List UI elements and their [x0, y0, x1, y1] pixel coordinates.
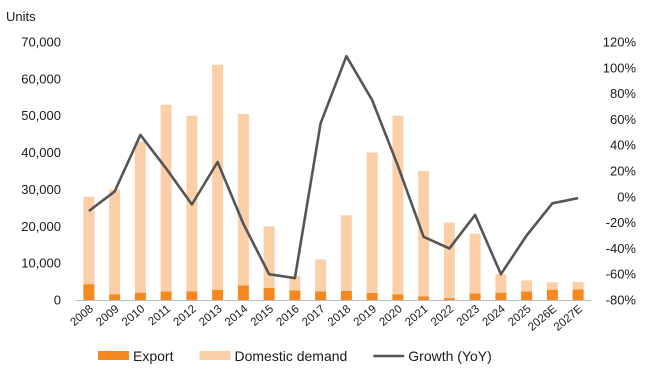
right-tick-label: 80% — [610, 86, 636, 101]
export-bar — [495, 292, 507, 300]
export-bar — [212, 289, 224, 300]
export-bar — [109, 294, 121, 300]
x-category-label: 2021 — [403, 303, 430, 329]
left-tick-label: 0 — [54, 293, 61, 308]
domestic-demand-bar — [495, 274, 507, 293]
export-bar — [572, 289, 584, 300]
x-category-label: 2018 — [326, 303, 353, 329]
right-tick-label: 0% — [617, 189, 636, 204]
domestic-demand-bar — [443, 222, 455, 299]
export-bar — [340, 290, 352, 300]
x-category-label: 2010 — [120, 303, 147, 329]
export-bar — [237, 285, 249, 300]
domestic-demand-bar — [263, 226, 275, 288]
export-bar — [263, 287, 275, 300]
x-category-label: 2023 — [455, 303, 482, 329]
x-category-label: 2027E — [552, 303, 585, 334]
domestic-demand-bar — [160, 104, 172, 292]
export-legend-swatch — [98, 351, 129, 360]
x-category-label: 2015 — [249, 303, 276, 329]
right-tick-label: 40% — [610, 138, 636, 153]
export-bar — [443, 298, 455, 300]
right-tick-label: 120% — [603, 35, 637, 50]
export-bar — [289, 290, 301, 300]
domestic-demand-bar — [521, 280, 533, 292]
export-bar — [546, 289, 558, 300]
x-category-label: 2016 — [274, 303, 301, 329]
domestic-demand-bar — [340, 215, 352, 291]
domestic-demand-bar — [392, 115, 404, 295]
y-unit-label: Units — [6, 9, 36, 24]
x-category-label: 2019 — [352, 303, 379, 329]
export-bar — [392, 294, 404, 300]
left-tick-label: 70,000 — [21, 35, 61, 50]
growth-yoy--legend-label: Growth (YoY) — [408, 348, 492, 364]
x-category-label: 2017 — [300, 303, 327, 329]
domestic-demand-bar — [289, 276, 301, 291]
x-category-label: 2024 — [480, 303, 508, 329]
x-category-label: 2013 — [197, 303, 224, 329]
export-bar — [83, 284, 95, 300]
x-category-label: 2014 — [223, 303, 251, 329]
domestic-demand-bar — [366, 152, 378, 293]
x-category-label: 2011 — [146, 303, 173, 328]
export-bar — [160, 291, 172, 300]
left-tick-label: 30,000 — [21, 182, 61, 197]
left-tick-label: 20,000 — [21, 219, 61, 234]
export-bar — [469, 293, 481, 300]
export-legend-label: Export — [133, 348, 174, 364]
right-tick-label: 20% — [610, 164, 636, 179]
right-tick-label: -20% — [606, 215, 637, 230]
domestic-demand-bar — [212, 64, 224, 290]
left-tick-label: 40,000 — [21, 145, 61, 160]
export-bar — [186, 291, 198, 300]
right-tick-label: -80% — [606, 293, 637, 308]
export-bar — [521, 291, 533, 300]
domestic-demand-bar — [109, 189, 121, 295]
domestic-demand-legend-swatch — [199, 351, 231, 360]
domestic-demand-bar — [572, 281, 584, 290]
right-tick-label: -60% — [606, 267, 637, 282]
right-tick-label: 100% — [603, 60, 637, 75]
left-axis-ticks: 0 10,000 20,000 30,000 40,000 50,000 60,000 70,… — [21, 35, 61, 308]
left-tick-label: 60,000 — [21, 71, 61, 86]
growth-line — [88, 54, 579, 280]
export-bar — [134, 292, 146, 300]
line-series — [88, 54, 579, 280]
right-tick-label: -40% — [606, 241, 637, 256]
right-tick-label: 60% — [610, 112, 636, 127]
domestic-demand-bar — [315, 259, 327, 292]
x-category-label: 2020 — [377, 303, 404, 329]
domestic-demand-bar — [469, 233, 481, 294]
x-category-label: 2022 — [429, 303, 456, 329]
x-category-label: 2009 — [94, 303, 121, 329]
export-bar — [315, 291, 327, 300]
domestic-demand-bar — [237, 113, 249, 286]
domestic-demand-legend-label: Domestic demand — [234, 348, 347, 364]
export-bar — [418, 296, 430, 300]
left-tick-label: 50,000 — [21, 108, 61, 123]
domestic-demand-bar — [83, 196, 95, 285]
right-axis-ticks: -80% -60% -40% -20% 0% 20% 40% 60% 80% 100% 120% — [603, 35, 637, 308]
legend: Export Domestic demand Growth (YoY) — [98, 348, 492, 364]
domestic-demand-bar — [134, 141, 146, 293]
export-bar — [366, 292, 378, 300]
x-category-label: 2008 — [68, 303, 95, 329]
left-tick-label: 10,000 — [21, 256, 61, 271]
domestic-demand-bar — [546, 282, 558, 290]
x-category-label: 2012 — [171, 303, 198, 329]
